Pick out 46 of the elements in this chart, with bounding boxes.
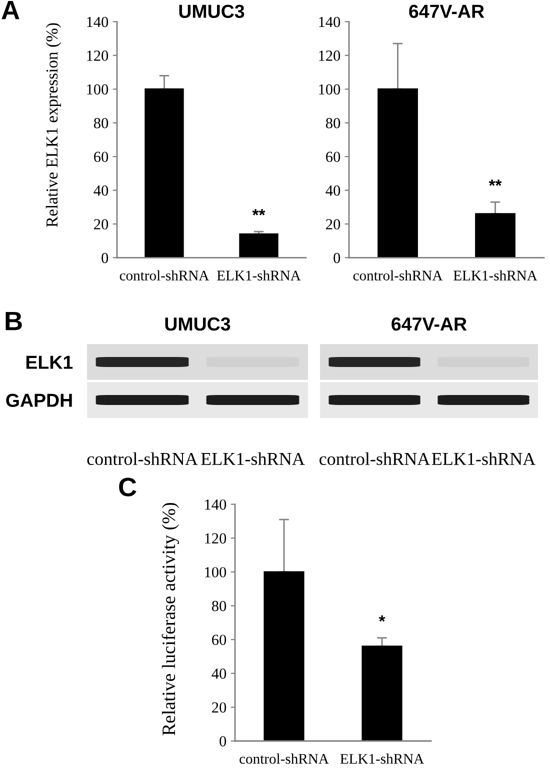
annotation: **	[252, 209, 266, 216]
text: C	[119, 478, 136, 496]
y-tick-label: 40	[212, 668, 226, 679]
y-axis-title: Relative luciferase activity (%)	[162, 502, 179, 736]
y-tick-label: 100	[319, 84, 340, 95]
category-label: ELK1	[26, 356, 73, 369]
category-label: ELK1-shRNA	[201, 452, 305, 466]
y-tick-label: 20	[94, 219, 108, 230]
x-tick-label: control-shRNA	[353, 270, 443, 280]
x-tick-label: ELK1-shRNA	[217, 270, 301, 280]
x-tick-label: ELK1-shRNA	[454, 270, 538, 280]
annotation: **	[488, 180, 502, 186]
y-tick-label: 100	[205, 567, 226, 578]
y-tick-label: 120	[87, 50, 108, 61]
annotation: *	[378, 615, 386, 622]
y-tick-label: 140	[205, 499, 226, 510]
y-tick-label: 60	[326, 152, 340, 162]
y-tick-label: 0	[334, 252, 340, 264]
category-label: GAPDH	[6, 394, 72, 407]
y-tick-label: 100	[87, 84, 108, 95]
y-tick-label: 60	[212, 634, 226, 646]
y-tick-label: 60	[94, 152, 108, 162]
text: B	[6, 312, 22, 330]
category-label: control-shRNA	[320, 452, 430, 466]
y-tick-label: 40	[326, 185, 340, 196]
category-label: control-shRNA	[87, 452, 198, 466]
y-axis-title: Relative ELK1 expression (%)	[46, 23, 61, 228]
text: A	[2, 0, 20, 20]
y-tick-label: 140	[319, 16, 340, 28]
x-tick-label: control-shRNA	[120, 270, 210, 280]
y-tick-label: 80	[94, 118, 108, 128]
y-tick-label: 140	[87, 16, 108, 28]
text: UMUC3	[165, 317, 230, 331]
y-tick-label: 120	[319, 50, 340, 61]
y-tick-label: 0	[102, 252, 108, 264]
y-tick-label: 40	[94, 185, 108, 196]
y-tick-label: 0	[220, 736, 226, 746]
chart-title: 647V-AR	[409, 4, 484, 18]
chart-title: UMUC3	[179, 4, 244, 18]
y-tick-label: 120	[205, 533, 226, 544]
category-label: ELK1-shRNA	[432, 452, 536, 466]
y-tick-label: 20	[326, 219, 340, 230]
y-tick-label: 20	[212, 702, 226, 713]
y-tick-label: 80	[212, 600, 226, 612]
text: 647V-AR	[392, 317, 467, 331]
y-tick-label: 80	[326, 118, 340, 128]
